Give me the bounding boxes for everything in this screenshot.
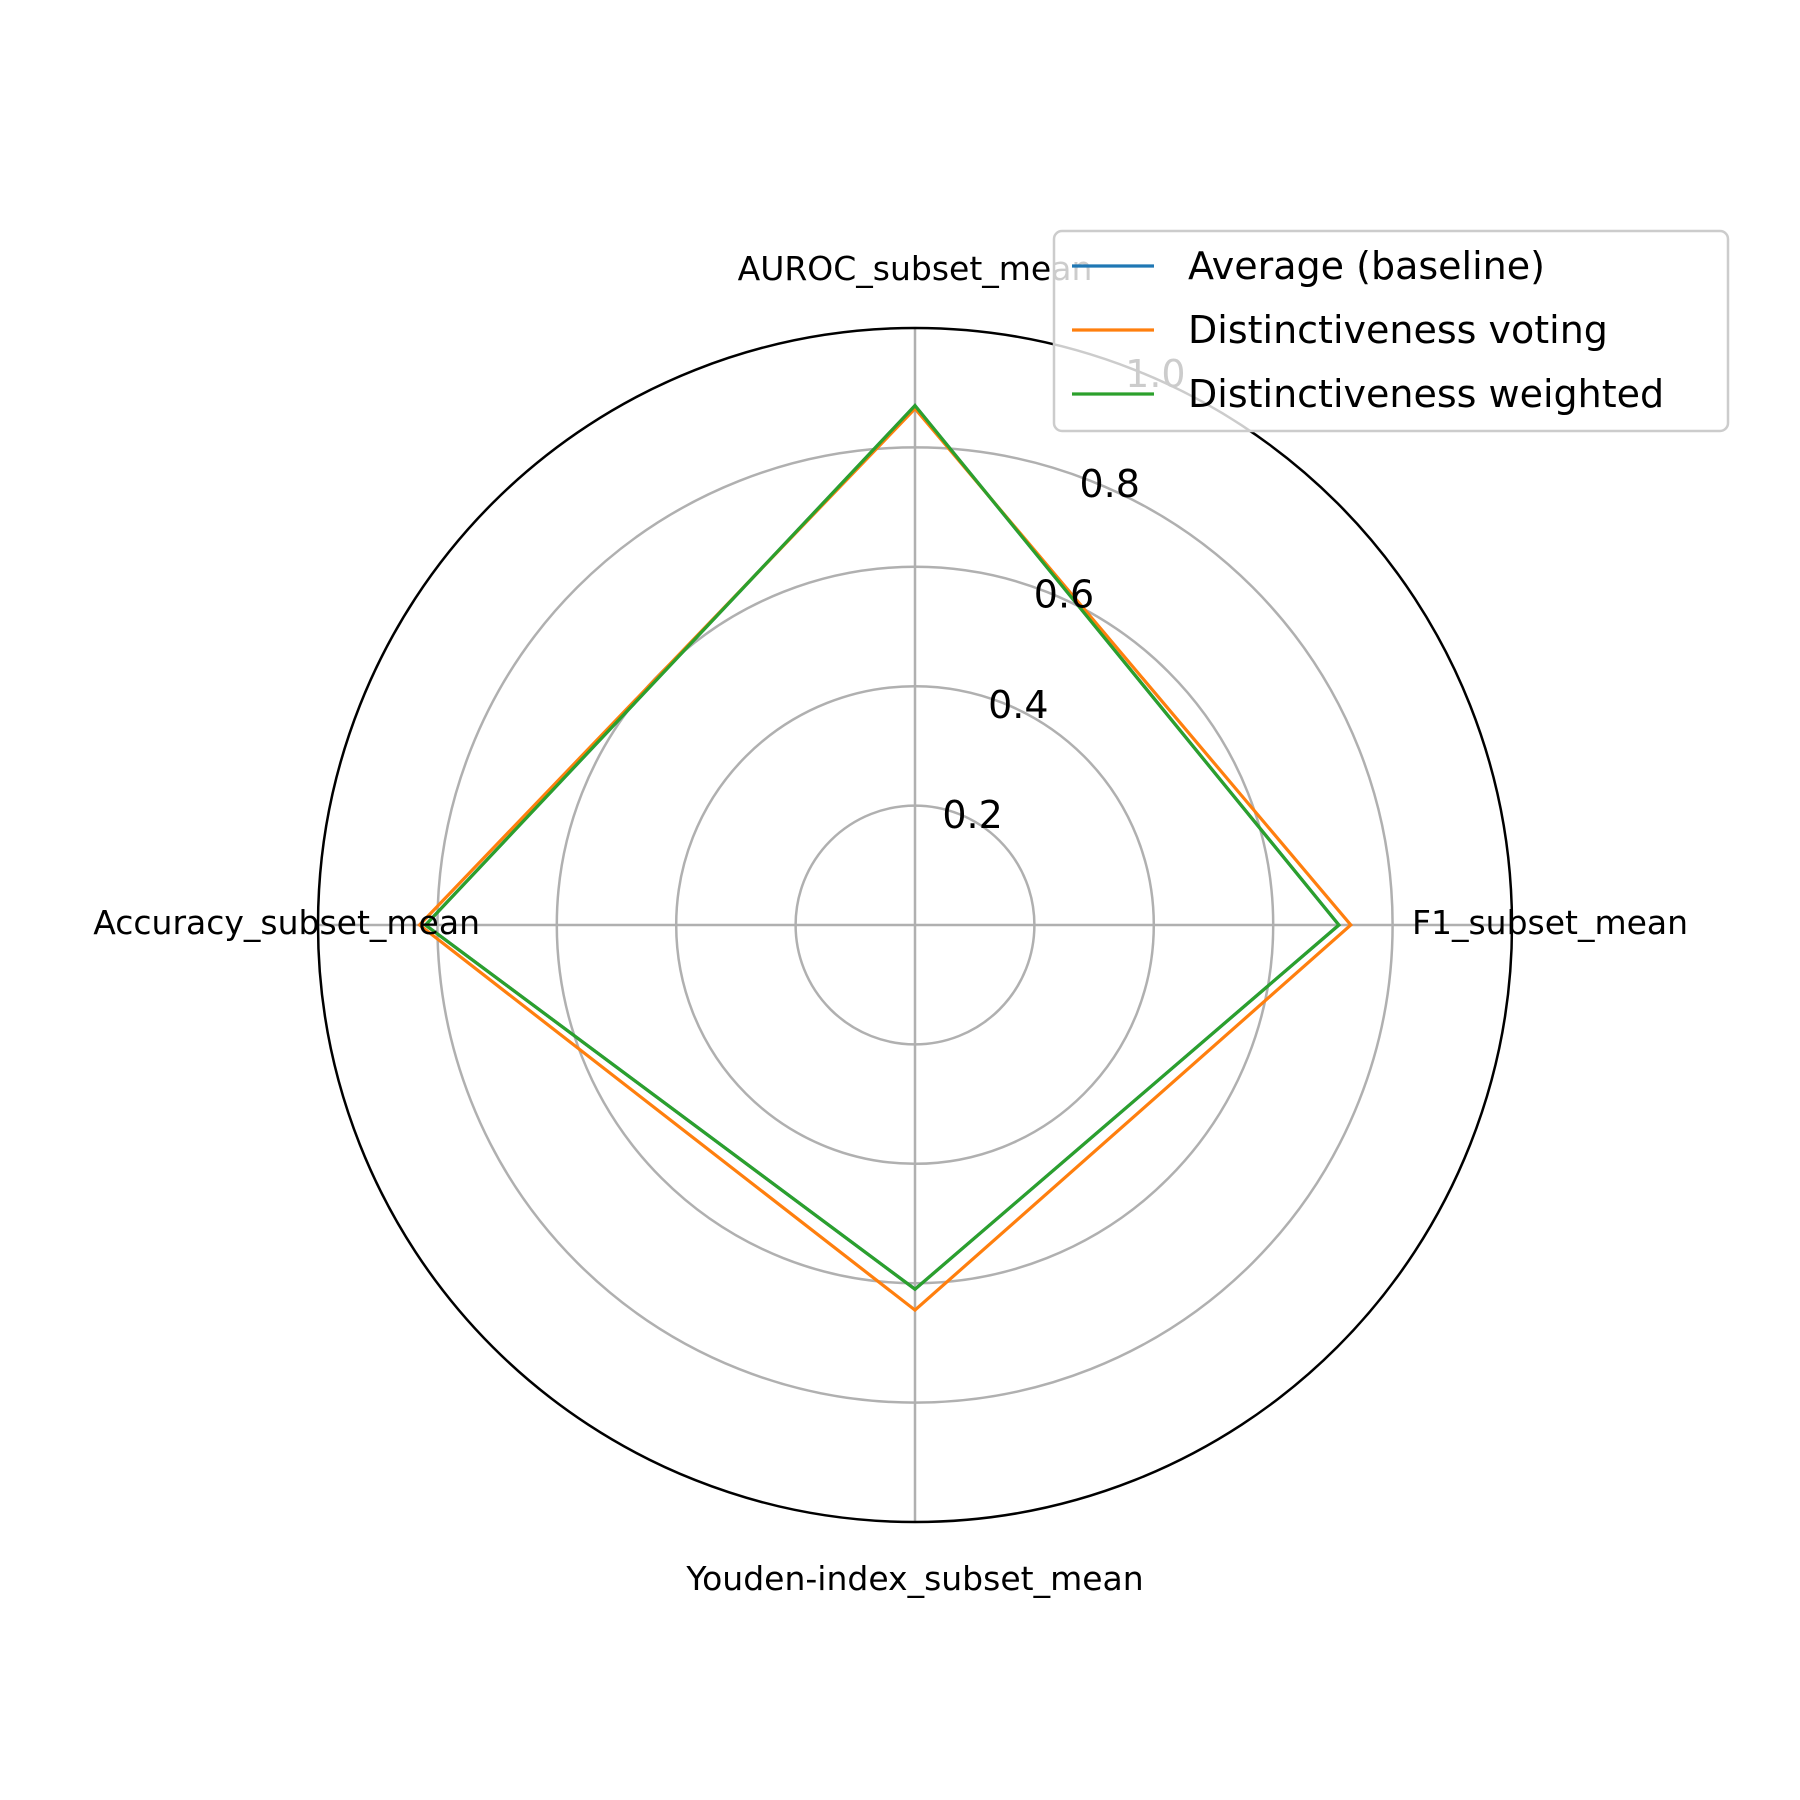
tick-label-1: 0.2: [942, 793, 1002, 837]
series-line-2: [417, 406, 1354, 1313]
tick-label-3: 0.6: [1034, 572, 1094, 616]
labels: 0.20.40.60.81.0AUROC_subset_meanF1_subse…: [93, 249, 1688, 1598]
outer-frame: [316, 326, 1514, 1524]
legend-label-2: Distinctiveness voting: [1188, 308, 1608, 352]
series-line-3: [423, 403, 1342, 1292]
legend: Average (baseline) Distinctiveness voting…: [1052, 229, 1730, 433]
axis-label-4: Accuracy_subset_mean: [93, 903, 480, 942]
tick-label-2: 0.4: [988, 683, 1048, 727]
axis-label-3: Youden-index_subset_mean: [685, 1559, 1143, 1598]
axis-label-2: F1_subset_mean: [1412, 903, 1688, 942]
tick-label-4: 0.8: [1079, 462, 1139, 506]
legend-label-1: Average (baseline): [1188, 244, 1545, 288]
series-line-1: [423, 403, 1342, 1292]
legend-box: [1052, 229, 1730, 433]
series-layer: [417, 403, 1354, 1313]
legend-label-3: Distinctiveness weighted: [1188, 372, 1664, 416]
grid: [316, 326, 1514, 1524]
axis-label-1: AUROC_subset_mean: [738, 249, 1093, 288]
